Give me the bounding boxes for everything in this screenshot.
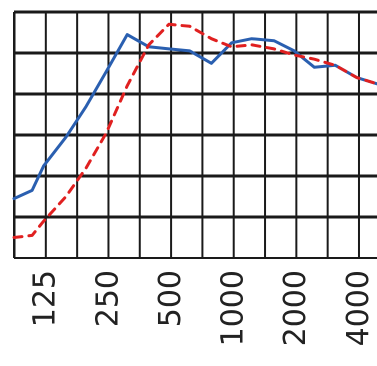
series-line-1 — [12, 33, 377, 201]
chart-series — [12, 22, 377, 239]
x-tick-label: 125 — [28, 270, 63, 327]
series-line-2 — [12, 22, 377, 239]
x-tick-labels: 125 250 500 1000 2000 4000 — [28, 270, 376, 346]
x-tick-label: 2000 — [278, 270, 313, 346]
chart-grid — [13, 10, 377, 259]
x-tick-label: 1000 — [216, 270, 251, 346]
x-tick-label: 250 — [90, 270, 125, 327]
x-tick-label: 4000 — [341, 270, 376, 346]
x-tick-label: 500 — [153, 270, 188, 327]
